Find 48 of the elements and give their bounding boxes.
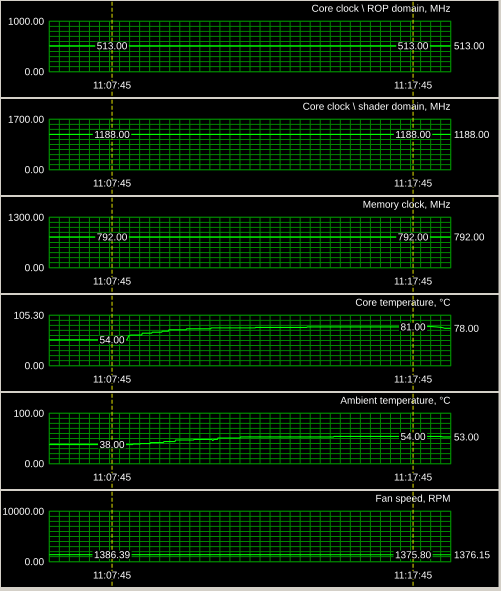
annotation: 1376.15 [454, 551, 490, 558]
annotation: 1386.39 [94, 551, 130, 558]
chart-title: Core temperature, °C [356, 298, 450, 308]
annotation: 792.00 [97, 233, 127, 241]
y-tick-label: 0.00 [25, 460, 44, 468]
y-tick-label: 0.00 [25, 558, 44, 566]
annotation: 54.00 [100, 336, 124, 344]
y-tick-label: 0.00 [25, 264, 44, 272]
annotation: 513.00 [398, 42, 428, 50]
annotation: 792.00 [454, 233, 484, 241]
chart-title: Fan speed, RPM [376, 494, 450, 504]
ref-line-label: 11:07:45 [94, 180, 131, 187]
ref-line-label: 11:17:45 [394, 278, 432, 285]
y-tick-label: 0.00 [25, 362, 44, 370]
ref-line-label: 11:17:45 [394, 82, 432, 89]
ref-line-label: 11:17:45 [394, 376, 432, 383]
annotation: 78.00 [454, 324, 479, 332]
chart-title: Ambient temperature, °C [340, 396, 450, 406]
ref-line-label: 11:17:45 [394, 572, 432, 579]
annotation: 38.00 [100, 441, 124, 448]
chart-title: Memory clock, MHz [364, 200, 450, 210]
y-tick-label: 100.00 [14, 410, 44, 417]
y-tick-label: 0.00 [25, 166, 44, 174]
annotation: 1375.80 [396, 551, 431, 558]
chart-title: Core clock \ ROP domain, MHz [312, 4, 450, 13]
ref-line-label: 11:07:45 [94, 572, 131, 579]
annotation: 792.00 [398, 233, 428, 241]
annotation: 1188.00 [454, 130, 489, 138]
y-tick-label: 10000.00 [3, 508, 44, 515]
ref-line-label: 11:17:45 [394, 474, 432, 481]
annotation: 81.00 [400, 323, 426, 330]
ref-line-label: 11:07:45 [94, 82, 131, 89]
chart-title: Core clock \ shader domain, MHz [303, 102, 450, 111]
ref-line-label: 11:07:45 [94, 376, 131, 383]
ref-line-label: 11:17:45 [394, 180, 432, 187]
annotation: 513.00 [97, 42, 127, 50]
annotation: 53.00 [454, 433, 479, 441]
annotation: 1188.00 [396, 130, 430, 138]
y-tick-label: 1000.00 [8, 18, 44, 25]
y-tick-label: 1700.00 [8, 116, 44, 123]
y-tick-label: 0.00 [25, 68, 44, 76]
ref-line-label: 11:07:45 [94, 474, 131, 481]
y-tick-label: 1300.00 [8, 214, 44, 221]
annotation: 513.00 [454, 42, 484, 50]
y-tick-label: 105.30 [14, 312, 44, 319]
annotation: 1188.00 [95, 130, 130, 138]
annotation: 54.00 [400, 432, 426, 440]
ref-line-label: 11:07:45 [94, 278, 131, 285]
